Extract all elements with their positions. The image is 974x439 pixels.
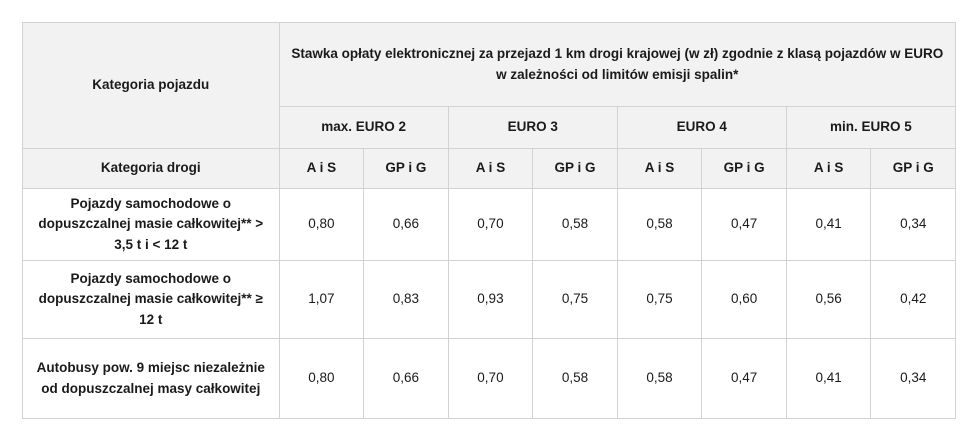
rate-cell: 0,60 — [701, 260, 787, 339]
euro-class-header-min-euro-5: min. EURO 5 — [785, 106, 957, 149]
rate-cell: 0,58 — [532, 338, 618, 419]
toll-rates-table: Kategoria pojazdu Stawka opłaty elektron… — [22, 22, 957, 419]
road-type-header-3: A i S — [447, 148, 534, 189]
table-row-vehicles-under-12t: Pojazdy samochodowe o dopuszczalnej masi… — [22, 188, 956, 261]
road-type-header-2: GP i G — [363, 148, 449, 189]
table-row-vehicles-over-12t: Pojazdy samochodowe o dopuszczalnej masi… — [22, 260, 956, 339]
euro-class-header-max-euro-2: max. EURO 2 — [278, 106, 449, 149]
road-type-header-6: GP i G — [701, 148, 787, 189]
rate-cell: 0,47 — [701, 188, 787, 261]
rate-title: Stawka opłaty elektronicznej za przejazd… — [278, 22, 957, 107]
rate-cell: 0,34 — [870, 188, 956, 261]
rate-cell: 0,58 — [616, 338, 703, 419]
vehicle-category-header: Kategoria pojazdu — [22, 22, 280, 149]
road-category-header: Kategoria drogi — [22, 148, 280, 189]
rate-cell: 0,93 — [447, 260, 534, 339]
road-type-header-8: GP i G — [870, 148, 956, 189]
rate-cell: 1,07 — [278, 260, 365, 339]
rate-cell: 0,70 — [447, 188, 534, 261]
table-row-buses: Autobusy pow. 9 miejsc niezależnie od do… — [22, 338, 956, 419]
row-label: Pojazdy samochodowe o dopuszczalnej masi… — [22, 260, 280, 339]
rate-cell: 0,66 — [363, 338, 449, 419]
row-label: Pojazdy samochodowe o dopuszczalnej masi… — [22, 188, 280, 261]
row-label: Autobusy pow. 9 miejsc niezależnie od do… — [22, 338, 280, 419]
road-type-header-5: A i S — [616, 148, 703, 189]
road-type-header-7: A i S — [785, 148, 872, 189]
rate-cell: 0,70 — [447, 338, 534, 419]
rate-cell: 0,42 — [870, 260, 956, 339]
rate-cell: 0,34 — [870, 338, 956, 419]
rate-cell: 0,41 — [785, 338, 872, 419]
euro-class-header-euro-4: EURO 4 — [616, 106, 787, 149]
rate-cell: 0,47 — [701, 338, 787, 419]
road-type-header-1: A i S — [278, 148, 365, 189]
rate-cell: 0,83 — [363, 260, 449, 339]
rate-cell: 0,66 — [363, 188, 449, 261]
rate-cell: 0,56 — [785, 260, 872, 339]
rate-cell: 0,58 — [532, 188, 618, 261]
rate-cell: 0,75 — [532, 260, 618, 339]
rate-cell: 0,80 — [278, 188, 365, 261]
rate-cell: 0,58 — [616, 188, 703, 261]
rate-cell: 0,75 — [616, 260, 703, 339]
rate-cell: 0,80 — [278, 338, 365, 419]
road-type-header-4: GP i G — [532, 148, 618, 189]
euro-class-header-euro-3: EURO 3 — [447, 106, 618, 149]
rate-cell: 0,41 — [785, 188, 872, 261]
